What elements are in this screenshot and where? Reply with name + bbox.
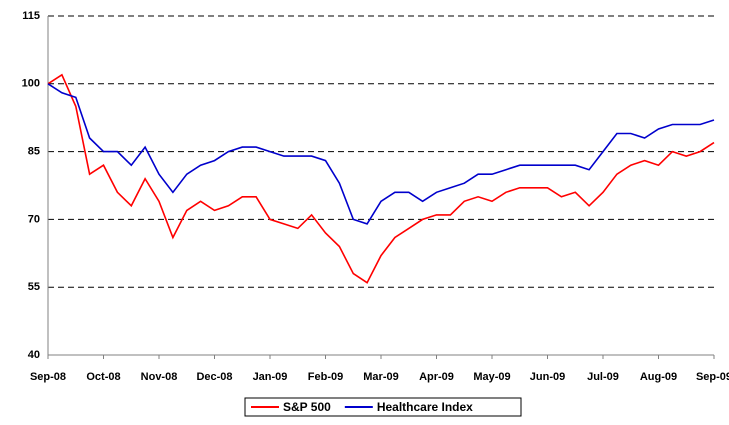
y-tick-label: 100 <box>22 78 40 90</box>
legend-label: S&P 500 <box>283 400 331 414</box>
x-tick-label: Aug-09 <box>640 371 677 383</box>
x-tick-label: Apr-09 <box>419 371 454 383</box>
line-series <box>47 83 715 225</box>
x-tick-label: Sep-09 <box>696 371 729 383</box>
y-tick-label: 115 <box>22 10 40 22</box>
x-tick-label: Jul-09 <box>587 371 619 383</box>
x-tick-label: Feb-09 <box>308 371 343 383</box>
y-tick-label: 40 <box>28 349 40 361</box>
y-tick-label: 85 <box>28 146 40 158</box>
legend-box <box>244 397 522 417</box>
legend-label: Healthcare Index <box>377 400 473 414</box>
x-tick-label: Jun-09 <box>530 371 565 383</box>
x-tick-label: Sep-08 <box>30 371 66 383</box>
x-tick-label: Jan-09 <box>253 371 288 383</box>
y-tick-label: 55 <box>28 281 40 293</box>
x-tick-label: Mar-09 <box>363 371 398 383</box>
y-tick-label: 70 <box>28 213 40 225</box>
x-tick-label: Oct-08 <box>86 371 120 383</box>
x-tick-label: Dec-08 <box>196 371 232 383</box>
line-series <box>47 73 715 284</box>
x-tick-label: May-09 <box>473 371 510 383</box>
x-tick-label: Nov-08 <box>141 371 178 383</box>
